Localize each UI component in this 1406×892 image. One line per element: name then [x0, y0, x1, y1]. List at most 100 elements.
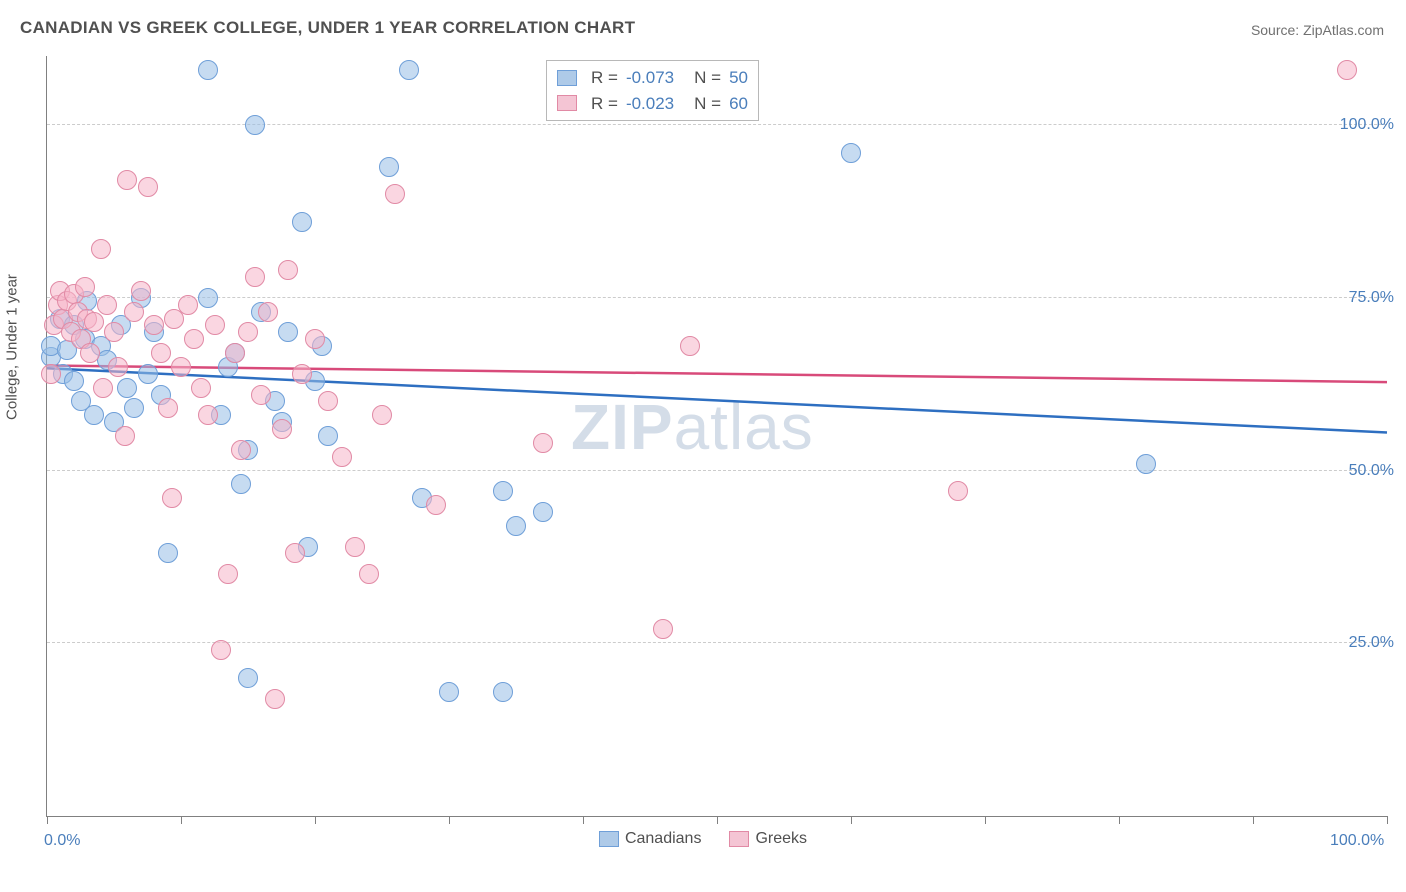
- watermark-rest: atlas: [674, 391, 814, 463]
- chart-title: CANADIAN VS GREEK COLLEGE, UNDER 1 YEAR …: [20, 18, 635, 38]
- scatter-point: [104, 322, 124, 342]
- stats-n-value: 50: [729, 65, 748, 91]
- x-tick: [315, 816, 316, 824]
- scatter-point: [117, 378, 137, 398]
- scatter-point: [332, 447, 352, 467]
- legend-label: Greeks: [755, 830, 807, 847]
- scatter-point: [493, 682, 513, 702]
- correlation-chart: CANADIAN VS GREEK COLLEGE, UNDER 1 YEAR …: [0, 0, 1406, 892]
- scatter-point: [533, 433, 553, 453]
- legend-swatch: [729, 831, 749, 847]
- scatter-point: [97, 295, 117, 315]
- scatter-point: [841, 143, 861, 163]
- plot-area: ZIPatlas: [46, 56, 1387, 817]
- scatter-point: [91, 239, 111, 259]
- scatter-point: [1136, 454, 1156, 474]
- scatter-point: [305, 329, 325, 349]
- scatter-point: [318, 426, 338, 446]
- scatter-point: [225, 343, 245, 363]
- scatter-point: [318, 391, 338, 411]
- stats-r-label: R =: [591, 65, 618, 91]
- x-tick: [851, 816, 852, 824]
- scatter-point: [231, 474, 251, 494]
- scatter-point: [158, 398, 178, 418]
- scatter-point: [117, 170, 137, 190]
- scatter-point: [218, 564, 238, 584]
- scatter-point: [533, 502, 553, 522]
- scatter-point: [124, 302, 144, 322]
- stats-n-label: N =: [694, 65, 721, 91]
- stats-row: R = -0.023N = 60: [557, 91, 748, 117]
- scatter-point: [41, 364, 61, 384]
- scatter-point: [238, 668, 258, 688]
- scatter-point: [198, 60, 218, 80]
- scatter-point: [426, 495, 446, 515]
- scatter-point: [144, 315, 164, 335]
- scatter-point: [238, 322, 258, 342]
- scatter-point: [184, 329, 204, 349]
- legend-item: Canadians: [599, 830, 702, 848]
- scatter-point: [245, 267, 265, 287]
- x-tick: [1119, 816, 1120, 824]
- scatter-point: [162, 488, 182, 508]
- scatter-point: [258, 302, 278, 322]
- scatter-point: [93, 378, 113, 398]
- scatter-point: [171, 357, 191, 377]
- scatter-point: [211, 640, 231, 660]
- scatter-point: [948, 481, 968, 501]
- y-axis-label: College, Under 1 year: [4, 274, 21, 420]
- trend-lines: [47, 56, 1387, 816]
- scatter-point: [245, 115, 265, 135]
- stats-n-label: N =: [694, 91, 721, 117]
- scatter-point: [439, 682, 459, 702]
- scatter-point: [108, 357, 128, 377]
- scatter-point: [75, 277, 95, 297]
- scatter-point: [178, 295, 198, 315]
- scatter-point: [1337, 60, 1357, 80]
- stats-r-value: -0.073: [626, 65, 674, 91]
- scatter-point: [272, 419, 292, 439]
- stats-r-label: R =: [591, 91, 618, 117]
- x-tick: [985, 816, 986, 824]
- watermark: ZIPatlas: [571, 390, 814, 464]
- scatter-point: [379, 157, 399, 177]
- scatter-point: [285, 543, 305, 563]
- scatter-point: [198, 405, 218, 425]
- scatter-point: [124, 398, 144, 418]
- legend-swatch: [599, 831, 619, 847]
- scatter-point: [115, 426, 135, 446]
- y-tick-label: 25.0%: [1349, 634, 1394, 652]
- scatter-point: [278, 322, 298, 342]
- scatter-point: [385, 184, 405, 204]
- scatter-point: [64, 371, 84, 391]
- x-tick: [1253, 816, 1254, 824]
- scatter-point: [493, 481, 513, 501]
- scatter-point: [151, 343, 171, 363]
- scatter-point: [278, 260, 298, 280]
- x-tick: [181, 816, 182, 824]
- scatter-point: [84, 312, 104, 332]
- scatter-point: [231, 440, 251, 460]
- scatter-point: [131, 281, 151, 301]
- scatter-point: [158, 543, 178, 563]
- gridline: [47, 470, 1387, 471]
- scatter-point: [399, 60, 419, 80]
- stats-swatch: [557, 95, 577, 111]
- x-tick: [47, 816, 48, 824]
- scatter-point: [138, 364, 158, 384]
- scatter-point: [653, 619, 673, 639]
- x-tick: [1387, 816, 1388, 824]
- source-label: Source: ZipAtlas.com: [1251, 22, 1384, 38]
- scatter-point: [138, 177, 158, 197]
- stats-row: R = -0.073 N = 50: [557, 65, 748, 91]
- scatter-point: [292, 212, 312, 232]
- gridline: [47, 297, 1387, 298]
- scatter-point: [372, 405, 392, 425]
- trend-line: [47, 368, 1387, 432]
- scatter-point: [680, 336, 700, 356]
- watermark-bold: ZIP: [571, 391, 674, 463]
- legend-item: Greeks: [729, 830, 807, 848]
- scatter-point: [191, 378, 211, 398]
- legend-label: Canadians: [625, 830, 702, 847]
- y-tick-label: 50.0%: [1349, 462, 1394, 480]
